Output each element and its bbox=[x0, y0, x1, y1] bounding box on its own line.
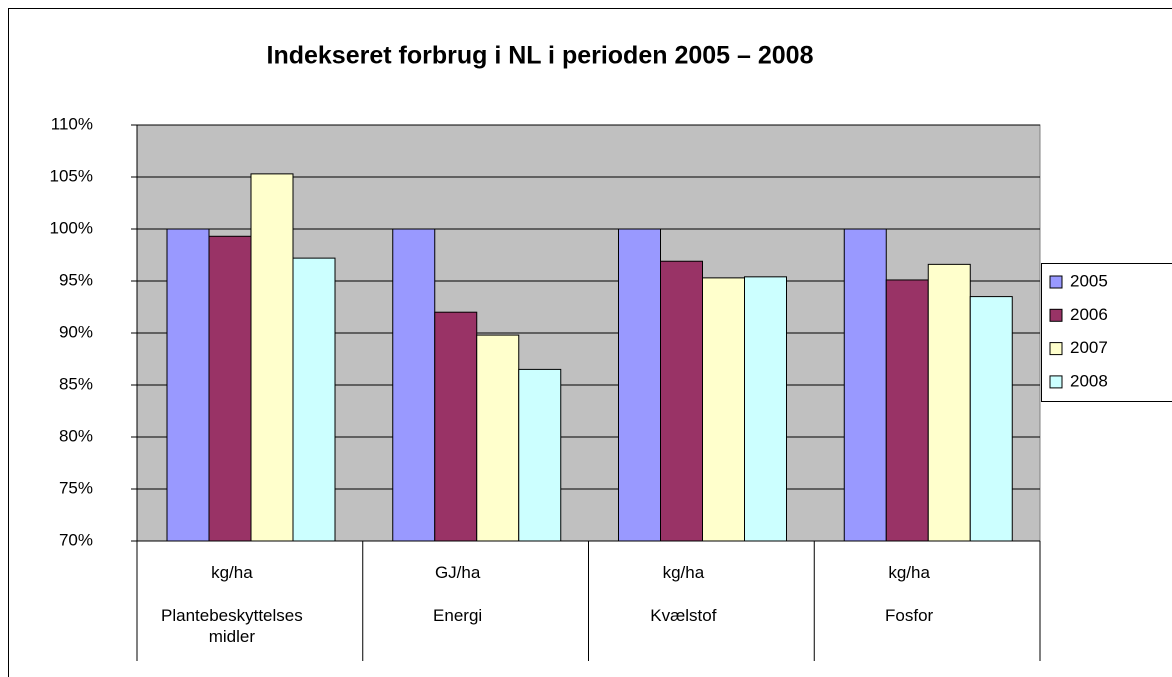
legend-swatch bbox=[1049, 308, 1063, 322]
bar bbox=[927, 263, 971, 542]
y-tick-label: 95% bbox=[59, 270, 93, 289]
y-tick-label: 75% bbox=[59, 478, 93, 497]
bar bbox=[518, 368, 562, 542]
y-tick-label: 80% bbox=[59, 426, 93, 445]
y-tick-label: 100% bbox=[50, 218, 93, 237]
legend-label: 2005 bbox=[1070, 271, 1108, 290]
bar bbox=[166, 228, 210, 542]
bar bbox=[702, 277, 745, 542]
y-tick-label: 90% bbox=[59, 322, 93, 341]
bar bbox=[843, 228, 887, 542]
y-tick-label: 105% bbox=[50, 166, 93, 185]
y-tick-label: 70% bbox=[59, 530, 93, 549]
bar bbox=[660, 260, 703, 542]
legend-swatch bbox=[1049, 375, 1063, 389]
legend-label: 2006 bbox=[1070, 305, 1108, 324]
chart-title: Indekseret forbrug i NL i perioden 2005 … bbox=[267, 42, 814, 70]
bar bbox=[292, 257, 336, 542]
y-tick-label: 85% bbox=[59, 374, 93, 393]
bar bbox=[618, 228, 661, 542]
bar bbox=[476, 334, 520, 542]
category-label: Kvælstof bbox=[650, 606, 717, 625]
bar bbox=[885, 279, 929, 542]
legend-swatch bbox=[1049, 342, 1063, 356]
bar bbox=[250, 173, 294, 542]
bar bbox=[392, 228, 436, 542]
bar bbox=[434, 311, 478, 542]
category-label: Plantebeskyttelses midler bbox=[161, 606, 303, 646]
legend-label: 2008 bbox=[1070, 371, 1108, 390]
category-label: Energi bbox=[433, 606, 483, 625]
category-unit: kg/ha bbox=[211, 563, 253, 582]
category-unit: GJ/ha bbox=[434, 563, 481, 582]
legend-swatch bbox=[1049, 275, 1063, 289]
category-unit: kg/ha bbox=[662, 563, 705, 582]
bar bbox=[744, 276, 787, 542]
category-label: Fosfor bbox=[885, 606, 934, 625]
legend-label: 2007 bbox=[1070, 338, 1108, 357]
legend-box bbox=[1041, 263, 1172, 402]
bar bbox=[969, 296, 1013, 542]
category-unit: kg/ha bbox=[888, 563, 930, 582]
bar bbox=[208, 235, 252, 542]
y-tick-label: 110% bbox=[51, 114, 93, 133]
